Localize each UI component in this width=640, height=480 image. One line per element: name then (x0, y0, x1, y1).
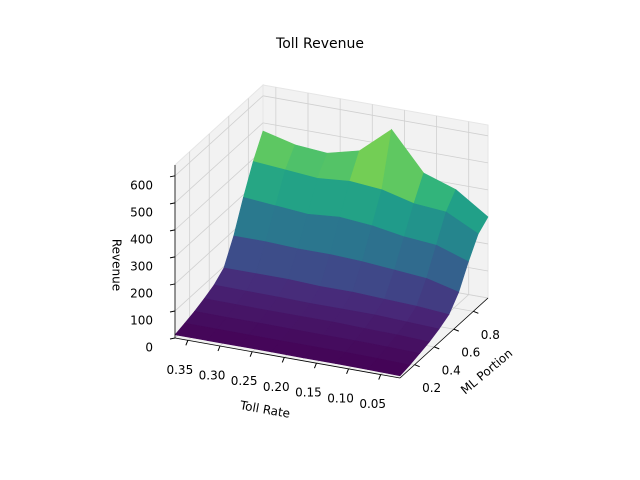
z-tick (169, 283, 176, 286)
x-tick (249, 351, 253, 357)
z-axis-title: Revenue (110, 239, 124, 291)
y-tick-label: 0.4 (442, 363, 461, 377)
z-tick-label: 300 (130, 259, 153, 273)
z-tick (169, 202, 176, 205)
z-tick (169, 256, 176, 259)
y-tick-label: 0.2 (422, 381, 441, 395)
grid-line (174, 122, 264, 204)
z-tick-label: 200 (130, 286, 153, 300)
y-tick (434, 346, 440, 350)
z-tick (169, 310, 176, 313)
x-tick (185, 340, 189, 346)
x-axis-title: Toll Rate (238, 398, 291, 421)
surface (174, 128, 489, 377)
grid-line (262, 95, 489, 137)
surface-face (367, 358, 411, 377)
x-tick (217, 345, 221, 352)
axes: 0.05 0.10 0.15 0.20 0.25 0.30 0.35 0.20.40.60.8… (130, 165, 500, 411)
chart-title: Toll Revenue (275, 36, 364, 52)
z-tick (169, 337, 176, 340)
z-tick-label: 100 (130, 313, 153, 327)
grid-line (174, 95, 264, 177)
x-tick-label: 0.05 (359, 397, 386, 411)
x-tick (346, 368, 350, 375)
y-tick-label: 0.6 (461, 346, 480, 360)
x-tick-label: 0.15 (295, 386, 322, 400)
y-tick (453, 328, 459, 332)
x-tick-label: 0.35 (166, 363, 193, 377)
y-tick-label: 0.8 (481, 328, 500, 342)
x-tick-label: 0.30 (199, 369, 226, 383)
z-tick-label: 400 (130, 232, 153, 246)
z-tick-label: 0 (145, 341, 153, 355)
x-tick-label: 0.10 (327, 391, 354, 405)
z-tick (169, 229, 176, 232)
x-tick-label: 0.20 (263, 380, 290, 394)
grid-line (174, 149, 264, 231)
axis-line (174, 337, 401, 379)
x-tick-label: 0.25 (231, 374, 258, 388)
x-tick (281, 357, 285, 363)
y-tick (414, 364, 420, 368)
x-tick (378, 374, 382, 380)
z-tick (169, 175, 176, 178)
x-tick (313, 362, 317, 369)
y-tick (473, 310, 479, 314)
z-tick-label: 500 (130, 205, 153, 219)
z-tick-label: 600 (130, 178, 153, 192)
